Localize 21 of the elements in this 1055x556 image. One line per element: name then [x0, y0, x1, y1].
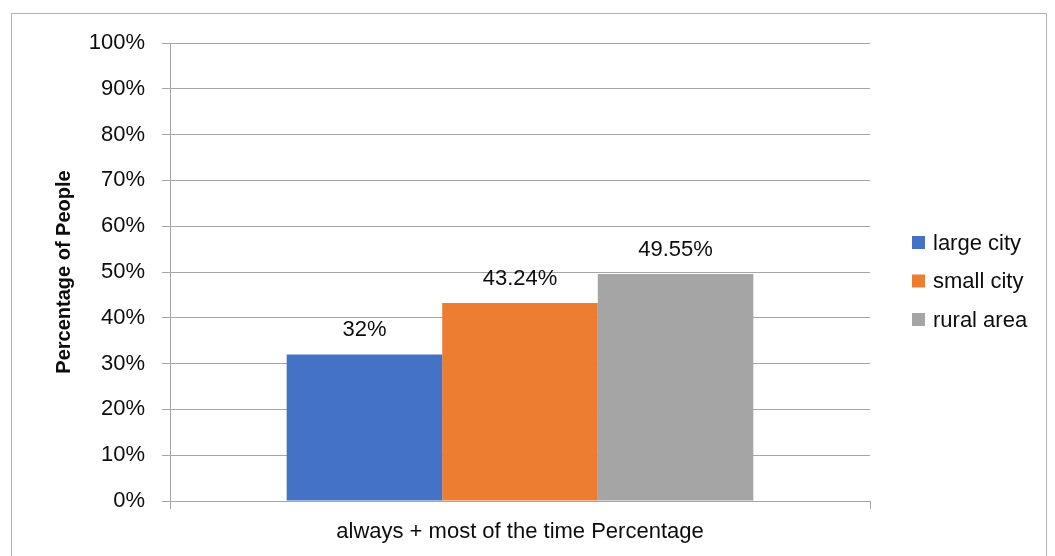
y-tick-label: 70% [100, 166, 145, 192]
y-axis-title: Percentage of People [51, 170, 74, 374]
legend-label: small city [933, 268, 1024, 294]
y-tick-label: 40% [100, 303, 145, 329]
y-tick-label: 90% [100, 74, 145, 100]
y-tick-label: 80% [100, 120, 145, 146]
y-tick-label: 10% [100, 441, 145, 467]
y-tick-label: 20% [100, 395, 145, 421]
legend-label: rural area [933, 306, 1028, 332]
bar [442, 302, 598, 501]
y-tick-label: 0% [113, 487, 145, 513]
bar [286, 354, 443, 501]
y-tick-label: 60% [100, 212, 145, 238]
y-tick-label: 30% [100, 349, 145, 375]
y-tick-label: 100% [88, 29, 145, 55]
data-label: 32% [342, 316, 387, 342]
y-tick-label: 50% [100, 258, 145, 284]
legend-label: large city [933, 229, 1022, 255]
x-tick-label: always + most of the time Percentage [336, 518, 704, 544]
data-label: 49.55% [638, 236, 713, 262]
data-label: 43.24% [482, 264, 558, 290]
